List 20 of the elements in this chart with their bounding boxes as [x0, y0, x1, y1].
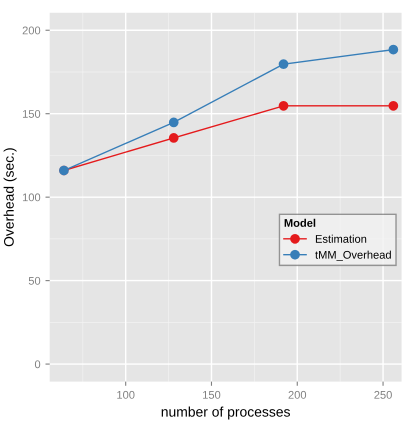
legend-label: tMM_Overhead [315, 250, 391, 261]
point [168, 133, 179, 143]
point [278, 59, 288, 69]
x-tick-label: 100 [117, 390, 135, 399]
y-tick-label: 0 [34, 360, 40, 368]
y-tick-label: 50 [28, 276, 40, 285]
x-tick-label: 250 [374, 390, 392, 399]
x-axis-title: number of processes [162, 406, 290, 420]
y-tick-label: 200 [22, 26, 40, 34]
point [278, 100, 288, 111]
point [388, 100, 398, 111]
y-tick-label: 150 [22, 110, 40, 118]
point [168, 118, 179, 128]
x-tick-label: 200 [288, 390, 306, 399]
legend-title: Model [284, 218, 316, 227]
y-tick-label: 100 [22, 193, 40, 202]
x-tick-label: 150 [203, 390, 220, 399]
y-axis-title: Overhead (sec.) [4, 148, 17, 246]
point [388, 44, 398, 54]
legend-label: Estimation [316, 234, 366, 243]
